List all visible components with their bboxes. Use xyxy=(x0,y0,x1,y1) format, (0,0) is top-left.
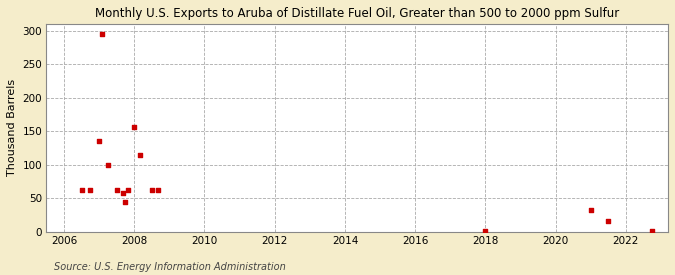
Point xyxy=(153,188,163,192)
Point xyxy=(585,208,596,213)
Point xyxy=(135,153,146,157)
Point xyxy=(111,188,122,192)
Point xyxy=(85,188,96,192)
Point xyxy=(603,219,614,223)
Point xyxy=(480,228,491,233)
Point xyxy=(76,188,87,192)
Title: Monthly U.S. Exports to Aruba of Distillate Fuel Oil, Greater than 500 to 2000 p: Monthly U.S. Exports to Aruba of Distill… xyxy=(95,7,620,20)
Text: Source: U.S. Energy Information Administration: Source: U.S. Energy Information Administ… xyxy=(54,262,286,272)
Point xyxy=(647,228,657,233)
Point xyxy=(103,163,113,167)
Point xyxy=(129,124,140,129)
Y-axis label: Thousand Barrels: Thousand Barrels xyxy=(7,79,17,177)
Point xyxy=(120,199,131,204)
Point xyxy=(94,139,105,144)
Point xyxy=(97,32,107,36)
Point xyxy=(123,188,134,192)
Point xyxy=(117,191,128,195)
Point xyxy=(146,188,157,192)
